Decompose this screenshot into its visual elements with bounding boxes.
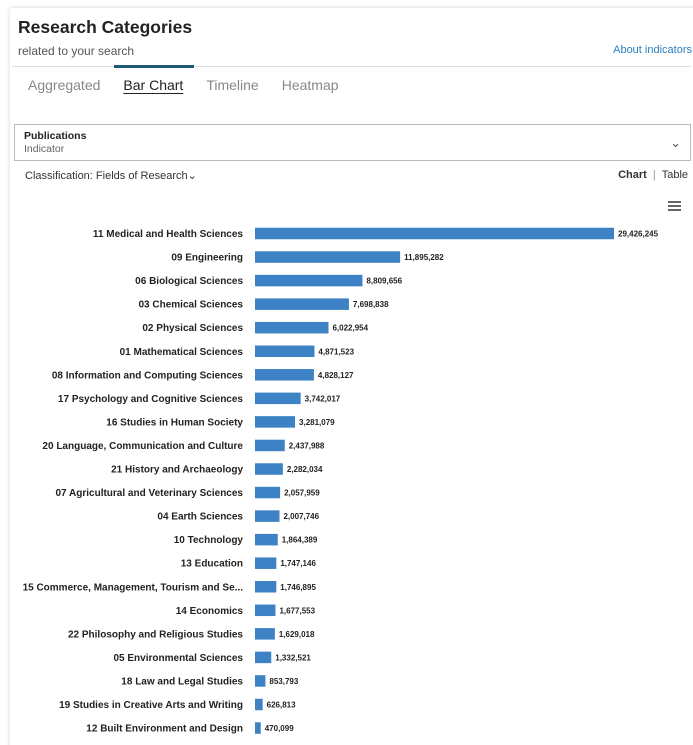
bar[interactable] <box>255 298 349 310</box>
data-label: 1,747,146 <box>280 559 316 568</box>
bar[interactable] <box>255 463 283 475</box>
bar[interactable] <box>255 628 275 640</box>
bar[interactable] <box>255 416 296 428</box>
category-label: 13 Education <box>181 559 243 570</box>
category-label: 02 Physical Sciences <box>142 323 243 334</box>
data-label: 470,099 <box>265 724 294 733</box>
bar[interactable] <box>255 722 261 734</box>
tab-aggregated[interactable]: Aggregated <box>28 77 101 93</box>
category-label: 21 History and Archaeology <box>111 465 243 476</box>
category-label: 18 Law and Legal Studies <box>121 676 243 687</box>
bar[interactable] <box>255 274 363 287</box>
bar[interactable] <box>255 439 285 452</box>
category-label: 04 Earth Sciences <box>157 512 243 523</box>
category-label: 08 Information and Computing Sciences <box>52 370 244 381</box>
data-label: 2,282,034 <box>287 465 323 474</box>
menu-icon[interactable] <box>668 201 681 211</box>
bar[interactable] <box>255 651 272 664</box>
data-label: 1,629,018 <box>279 630 315 639</box>
bar[interactable] <box>255 392 301 405</box>
bar[interactable] <box>255 251 401 263</box>
classification-label: Classification: Fields of Research <box>25 170 188 182</box>
bar[interactable] <box>255 581 277 593</box>
table-view-button[interactable]: Table <box>661 169 688 181</box>
bar[interactable] <box>255 533 278 546</box>
bar[interactable] <box>255 369 314 381</box>
bar-chart: 11 Medical and Health Sciences 29,426,245… <box>23 227 659 735</box>
category-label: 01 Mathematical Sciences <box>120 347 244 358</box>
indicator-value: Publications <box>24 130 87 142</box>
bar[interactable] <box>255 510 280 522</box>
bar[interactable] <box>255 345 315 358</box>
category-label: 10 Technology <box>174 535 244 546</box>
data-label: 1,677,553 <box>279 606 315 615</box>
data-label: 2,007,746 <box>283 512 319 521</box>
category-label: 19 Studies in Creative Arts and Writing <box>59 700 243 711</box>
data-label: 1,332,521 <box>275 653 311 662</box>
category-label: 20 Language, Communication and Culture <box>42 441 243 452</box>
bar[interactable] <box>255 675 266 687</box>
category-label: 17 Psychology and Cognitive Sciences <box>58 394 244 405</box>
data-label: 3,281,079 <box>299 418 335 427</box>
bar[interactable] <box>255 604 276 617</box>
data-label: 853,793 <box>269 677 298 686</box>
tab-heatmap[interactable]: Heatmap <box>281 77 339 93</box>
data-label: 29,426,245 <box>618 230 659 239</box>
data-label: 8,809,656 <box>366 277 402 286</box>
data-label: 2,437,988 <box>289 441 325 450</box>
chevron-down-icon: ⌄ <box>187 170 197 182</box>
tab-bar-chart[interactable]: Bar Chart <box>123 77 184 93</box>
indicator-select[interactable]: Publications Indicator ⌄ <box>14 124 691 161</box>
classification-dropdown[interactable]: Classification: Fields of Research⌄ <box>25 169 197 182</box>
tab-timeline[interactable]: Timeline <box>206 77 259 93</box>
category-label: 12 Built Environment and Design <box>86 724 243 735</box>
research-categories-panel <box>10 8 693 745</box>
data-label: 1,746,895 <box>280 583 316 592</box>
data-label: 4,828,127 <box>318 371 354 380</box>
view-toggle-separator: | <box>652 169 656 181</box>
category-label: 11 Medical and Health Sciences <box>93 229 244 240</box>
category-label: 14 Economics <box>176 606 244 617</box>
page-subtitle: related to your search <box>18 44 135 58</box>
active-tab-indicator <box>114 65 194 68</box>
data-label: 626,813 <box>267 701 296 710</box>
view-tabs: Aggregated Bar Chart Timeline Heatmap <box>28 77 362 93</box>
category-label: 15 Commerce, Management, Tourism and Se.… <box>23 582 244 593</box>
bar[interactable] <box>255 486 281 499</box>
bar[interactable] <box>255 227 614 240</box>
category-label: 16 Studies in Human Society <box>106 417 243 428</box>
data-label: 4,871,523 <box>318 347 354 356</box>
data-label: 2,057,959 <box>284 489 320 498</box>
indicator-sublabel: Indicator <box>24 143 65 155</box>
chevron-down-icon: ⌄ <box>670 135 681 150</box>
category-label: 09 Engineering <box>171 253 243 264</box>
data-label: 11,895,282 <box>404 253 444 262</box>
data-label: 1,864,389 <box>282 536 318 545</box>
data-label: 6,022,954 <box>332 324 368 333</box>
about-indicators-link[interactable]: About indicators <box>613 44 692 56</box>
page-title: Research Categories <box>18 17 193 37</box>
category-label: 06 Biological Sciences <box>135 276 243 287</box>
bar[interactable] <box>255 698 263 711</box>
data-label: 7,698,838 <box>353 300 389 309</box>
category-label: 05 Environmental Sciences <box>113 653 243 664</box>
category-label: 22 Philosophy and Religious Studies <box>68 629 243 640</box>
chart-view-button[interactable]: Chart <box>618 169 647 181</box>
data-label: 3,742,017 <box>305 394 341 403</box>
view-toggle: Chart | Table <box>618 169 688 181</box>
category-label: 07 Agricultural and Veterinary Sciences <box>56 488 244 499</box>
bar[interactable] <box>255 557 277 569</box>
bar[interactable] <box>255 321 329 334</box>
category-label: 03 Chemical Sciences <box>138 300 243 311</box>
header-divider <box>12 66 691 67</box>
